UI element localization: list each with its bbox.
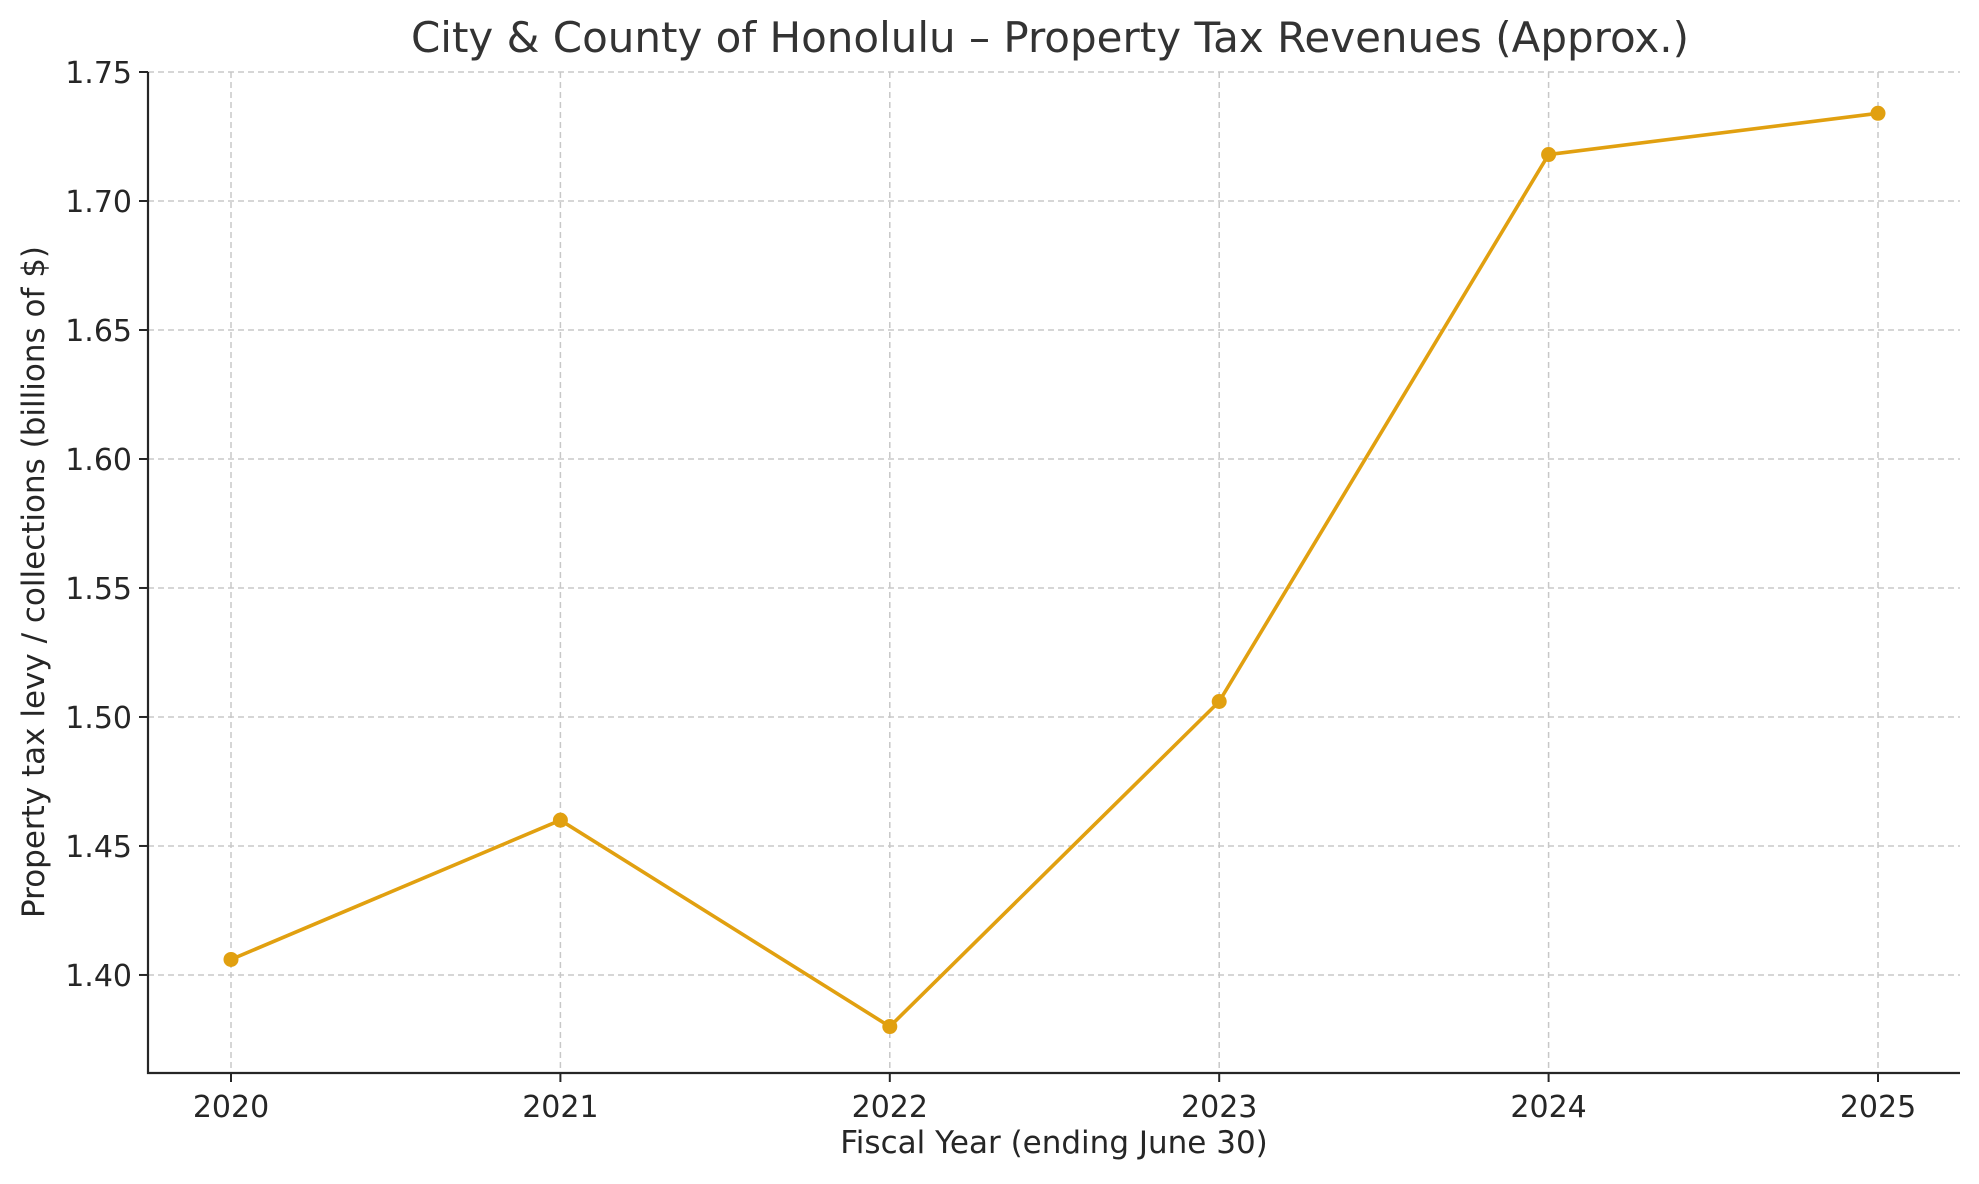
x-tick-label: 2023: [1181, 1090, 1257, 1125]
y-tick-label: 1.55: [65, 572, 132, 607]
series-layer: [223, 105, 1886, 1035]
y-tick-label: 1.75: [65, 56, 132, 91]
data-point: [1211, 693, 1227, 709]
series-line: [230, 111, 1879, 1029]
x-tick-label: 2022: [852, 1090, 928, 1125]
data-point: [552, 812, 568, 828]
x-axis-label: Fiscal Year (ending June 30): [840, 1125, 1268, 1161]
grid: [148, 71, 1960, 1073]
data-point: [223, 951, 239, 967]
data-point: [882, 1019, 898, 1035]
x-tick-label: 2020: [193, 1090, 269, 1125]
data-point: [1870, 105, 1886, 121]
y-tick-label: 1.45: [65, 830, 132, 865]
y-tick-label: 1.50: [65, 701, 132, 736]
axis-spines: [146, 72, 1960, 1075]
y-tick-label: 1.70: [65, 185, 132, 220]
x-tick-label: 2024: [1510, 1090, 1586, 1125]
y-axis-label: Property tax levy / collections (billion…: [16, 246, 52, 918]
data-point: [1541, 147, 1557, 163]
chart-title: City & County of Honolulu – Property Tax…: [411, 13, 1689, 62]
x-tick-label: 2025: [1840, 1090, 1916, 1125]
tick-labels: 2020 2021 2022 2023 2024 2025 1.40 1.45 1.50 1.55…: [65, 56, 1916, 1125]
axes: [139, 71, 1960, 1082]
y-tick-label: 1.65: [65, 314, 132, 349]
y-tick-label: 1.40: [65, 959, 132, 994]
x-tick-label: 2021: [522, 1090, 598, 1125]
y-tick-label: 1.60: [65, 443, 132, 478]
